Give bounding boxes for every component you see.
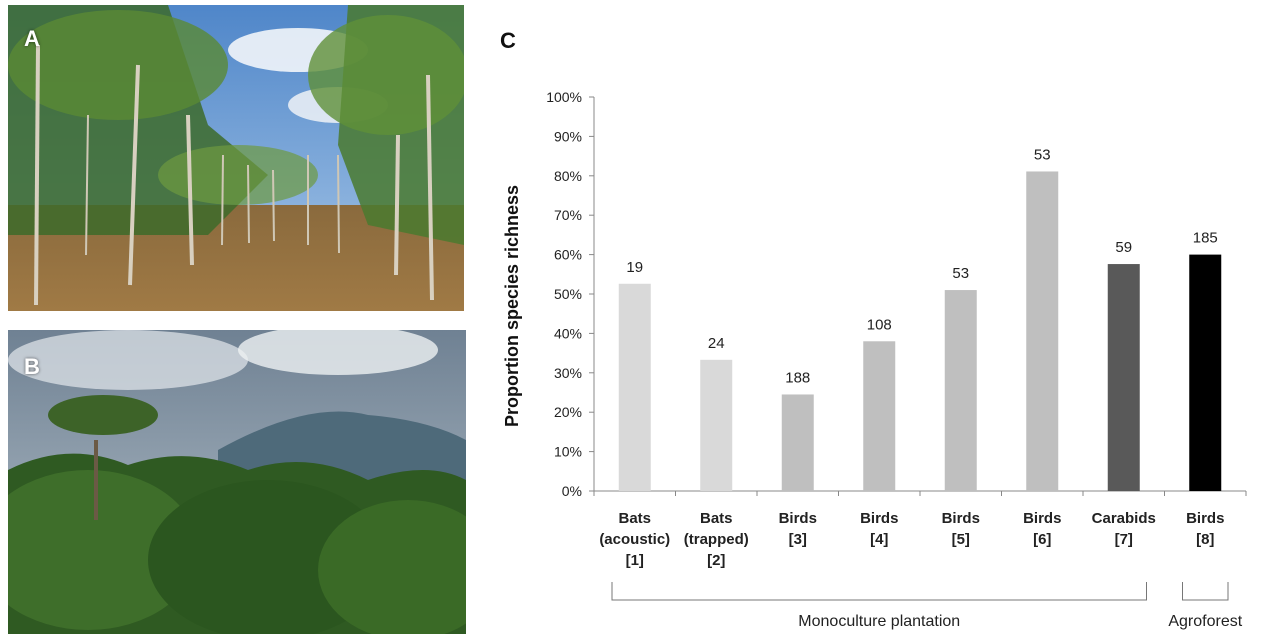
category-label: Bats xyxy=(618,510,651,527)
y-tick-label: 0% xyxy=(562,483,582,499)
category-label: Carabids xyxy=(1092,510,1156,527)
category-label: [5] xyxy=(952,531,970,548)
category-label: [8] xyxy=(1196,531,1214,548)
category-label: Birds xyxy=(779,510,817,527)
bar xyxy=(1026,171,1058,491)
bar xyxy=(700,360,732,491)
bar xyxy=(1108,264,1140,491)
bar xyxy=(619,284,651,491)
category-label: [7] xyxy=(1115,531,1133,548)
category-label: Bats xyxy=(700,510,733,527)
y-tick-label: 10% xyxy=(554,444,582,460)
bar-value-label: 108 xyxy=(867,316,892,333)
group-bracket xyxy=(612,582,1147,600)
category-label: [2] xyxy=(707,552,725,569)
bar-value-label: 53 xyxy=(1034,146,1051,163)
y-tick-label: 60% xyxy=(554,247,582,263)
bar-value-label: 53 xyxy=(952,265,969,282)
bar-value-label: 24 xyxy=(708,335,725,352)
panel-label-a: A xyxy=(24,26,40,52)
category-label: Birds xyxy=(942,510,980,527)
category-label: (trapped) xyxy=(684,531,749,548)
bar xyxy=(863,341,895,491)
category-label: (acoustic) xyxy=(599,531,670,548)
bar xyxy=(782,394,814,491)
photo-rubber-plantation xyxy=(8,5,464,311)
y-tick-label: 50% xyxy=(554,286,582,302)
y-tick-label: 30% xyxy=(554,365,582,381)
category-label: Birds xyxy=(1023,510,1061,527)
bar xyxy=(1189,255,1221,491)
photo-forest xyxy=(8,330,466,634)
y-tick-label: 80% xyxy=(554,168,582,184)
panel-label-b: B xyxy=(24,354,40,380)
category-label: [1] xyxy=(626,552,644,569)
category-label: Birds xyxy=(860,510,898,527)
group-bracket xyxy=(1183,582,1229,600)
y-tick-label: 20% xyxy=(554,404,582,420)
y-axis-label: Proportion species richness xyxy=(502,185,522,427)
y-tick-label: 70% xyxy=(554,207,582,223)
y-tick-label: 40% xyxy=(554,325,582,341)
group-label: Agroforest xyxy=(1168,613,1242,630)
bar xyxy=(945,290,977,491)
category-label: [4] xyxy=(870,531,888,548)
category-label: [3] xyxy=(789,531,807,548)
y-tick-label: 90% xyxy=(554,128,582,144)
category-label: Birds xyxy=(1186,510,1224,527)
category-label: [6] xyxy=(1033,531,1051,548)
bar-value-label: 185 xyxy=(1193,230,1218,247)
bar-value-label: 188 xyxy=(785,369,810,386)
species-richness-bar-chart: Proportion species richness 0% 10% 20% 30% 4… xyxy=(490,0,1261,634)
group-label: Monoculture plantation xyxy=(798,613,960,630)
bar-value-label: 59 xyxy=(1115,239,1132,256)
y-tick-label: 100% xyxy=(546,89,582,105)
bar-value-label: 19 xyxy=(626,259,643,276)
